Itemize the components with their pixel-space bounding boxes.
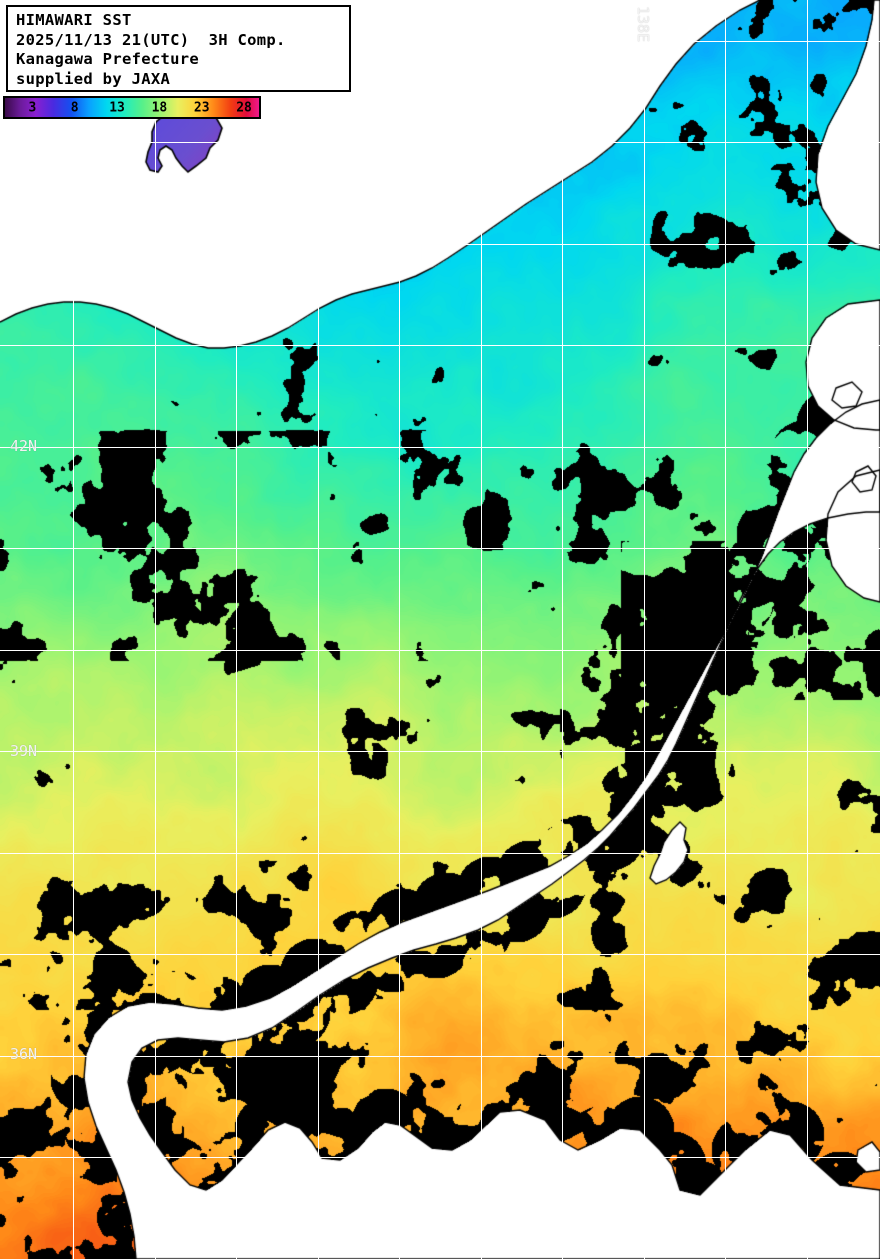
title-line-product: HIMAWARI SST: [16, 11, 132, 29]
title-line-region: Kanagawa Prefecture: [16, 50, 200, 68]
title-card: HIMAWARI SST 2025/11/13 21(UTC) 3H Comp.…: [6, 5, 351, 92]
title-line-datetime: 2025/11/13 21(UTC) 3H Comp.: [16, 30, 286, 49]
sst-colorbar: 3 8 13 18 23 28: [3, 96, 261, 119]
colorbar-gradient: [5, 98, 259, 117]
title-line-source: supplied by JAXA: [16, 69, 171, 88]
